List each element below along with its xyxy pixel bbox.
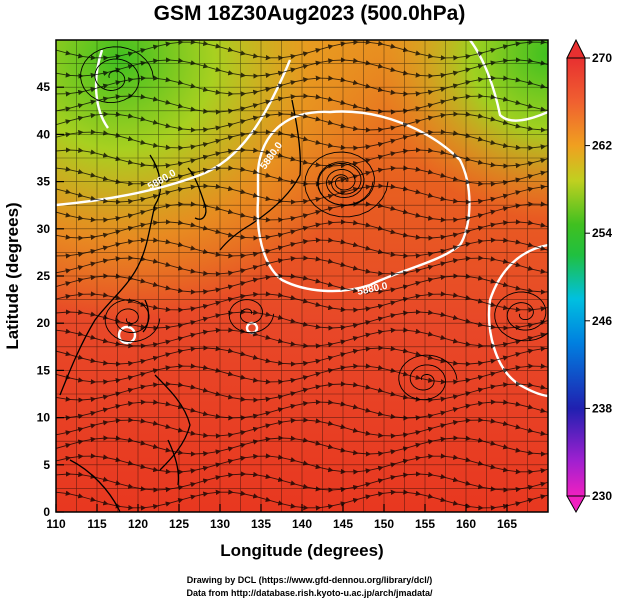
- colorbar: 230 238 246 254 262 270: [566, 38, 612, 514]
- x-tick-label: 120: [128, 517, 148, 531]
- streamline: [56, 435, 548, 457]
- y-tick-label: 25: [37, 269, 51, 283]
- y-tick-label: 35: [37, 175, 51, 189]
- streamline: [56, 93, 548, 115]
- x-tick-label: 115: [87, 517, 107, 531]
- wind-streamlines: [56, 40, 548, 511]
- colorbar-fill: [566, 57, 586, 497]
- streamline: [56, 129, 548, 151]
- streamline: [56, 111, 548, 133]
- streamline: [56, 489, 548, 511]
- y-tick-label: 40: [37, 127, 51, 141]
- x-tick-label: 130: [210, 517, 230, 531]
- x-axis-title: Longitude (degrees): [220, 541, 383, 560]
- y-tick-label: 0: [43, 505, 50, 519]
- streamline: [56, 381, 548, 403]
- colorbar-bottom-arrow: [566, 495, 586, 514]
- streamline: [56, 219, 548, 241]
- streamline: [56, 57, 548, 79]
- streamline: [56, 399, 548, 421]
- colorbar-ticks: 230 238 246 254 262 270: [585, 51, 612, 503]
- y-tick-label: 5: [43, 458, 50, 472]
- streamline: [56, 237, 548, 259]
- y-tick-label: 10: [37, 411, 51, 425]
- colorbar-tick-label: 262: [592, 139, 612, 153]
- streamline: [56, 40, 548, 61]
- x-tick-label: 140: [292, 517, 312, 531]
- y-tick-label: 30: [37, 222, 51, 236]
- y-tick-label: 45: [37, 80, 51, 94]
- streamline: [56, 363, 548, 385]
- map-plot-area: [56, 40, 548, 512]
- x-tick-label: 145: [333, 517, 353, 531]
- streamline: [56, 309, 548, 331]
- streamline: [56, 255, 548, 277]
- credit-data: Data from http://database.rish.kyoto-u.a…: [186, 588, 433, 598]
- colorbar-tick-label: 238: [592, 401, 612, 415]
- streamline: [56, 75, 548, 97]
- streamline: [56, 417, 548, 439]
- x-tick-label: 165: [497, 517, 517, 531]
- lat-lon-grid: [56, 40, 548, 512]
- x-tick-label: 155: [415, 517, 435, 531]
- chart-title: GSM 18Z30Aug2023 (500.0hPa): [153, 2, 466, 25]
- x-tick-label: 110: [46, 517, 66, 531]
- y-axis: 0 5 10 15 20 25 30 35 40 45: [37, 80, 64, 519]
- streamline: [56, 147, 548, 169]
- y-axis-title: Latitude (degrees): [3, 202, 22, 349]
- streamline: [56, 471, 548, 493]
- colorbar-tick-label: 230: [592, 489, 612, 503]
- x-tick-label: 160: [456, 517, 476, 531]
- colorbar-tick-label: 246: [592, 314, 612, 328]
- streamline: [56, 273, 548, 295]
- colorbar-tick-label: 254: [592, 226, 612, 240]
- streamline: [56, 453, 548, 475]
- x-axis: 110 115 120 125 130 135 140 145 150 155 160 165: [46, 504, 517, 531]
- y-tick-label: 20: [37, 316, 51, 330]
- streamline: [56, 291, 548, 313]
- y-tick-label: 15: [37, 363, 51, 377]
- streamline: [56, 201, 548, 223]
- colorbar-top-arrow: [566, 38, 586, 59]
- x-tick-label: 125: [169, 517, 189, 531]
- credit-drawing: Drawing by DCL (https://www.gfd-dennou.o…: [186, 575, 433, 585]
- colorbar-tick-label: 270: [592, 51, 612, 65]
- x-tick-label: 150: [374, 517, 394, 531]
- x-tick-label: 135: [251, 517, 271, 531]
